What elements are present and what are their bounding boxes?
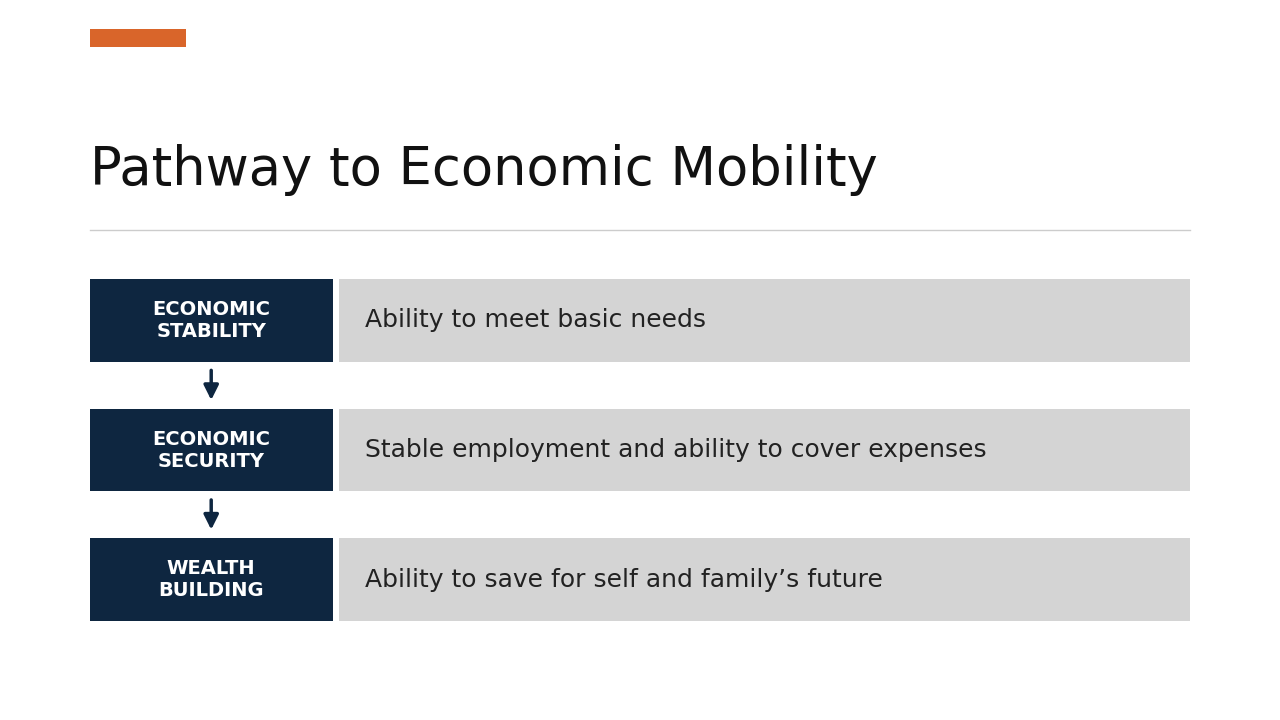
FancyBboxPatch shape <box>90 409 333 492</box>
Text: ECONOMIC
STABILITY: ECONOMIC STABILITY <box>152 300 270 341</box>
FancyBboxPatch shape <box>90 279 333 361</box>
FancyBboxPatch shape <box>90 539 333 621</box>
Text: Ability to save for self and family’s future: Ability to save for self and family’s fu… <box>365 567 883 592</box>
FancyBboxPatch shape <box>339 539 1190 621</box>
Text: Ability to meet basic needs: Ability to meet basic needs <box>365 308 705 333</box>
FancyBboxPatch shape <box>339 279 1190 361</box>
Text: WEALTH
BUILDING: WEALTH BUILDING <box>159 559 264 600</box>
Text: ECONOMIC
SECURITY: ECONOMIC SECURITY <box>152 430 270 470</box>
Text: Pathway to Economic Mobility: Pathway to Economic Mobility <box>90 144 878 196</box>
Text: Stable employment and ability to cover expenses: Stable employment and ability to cover e… <box>365 438 987 462</box>
FancyBboxPatch shape <box>90 29 186 47</box>
FancyBboxPatch shape <box>339 409 1190 492</box>
